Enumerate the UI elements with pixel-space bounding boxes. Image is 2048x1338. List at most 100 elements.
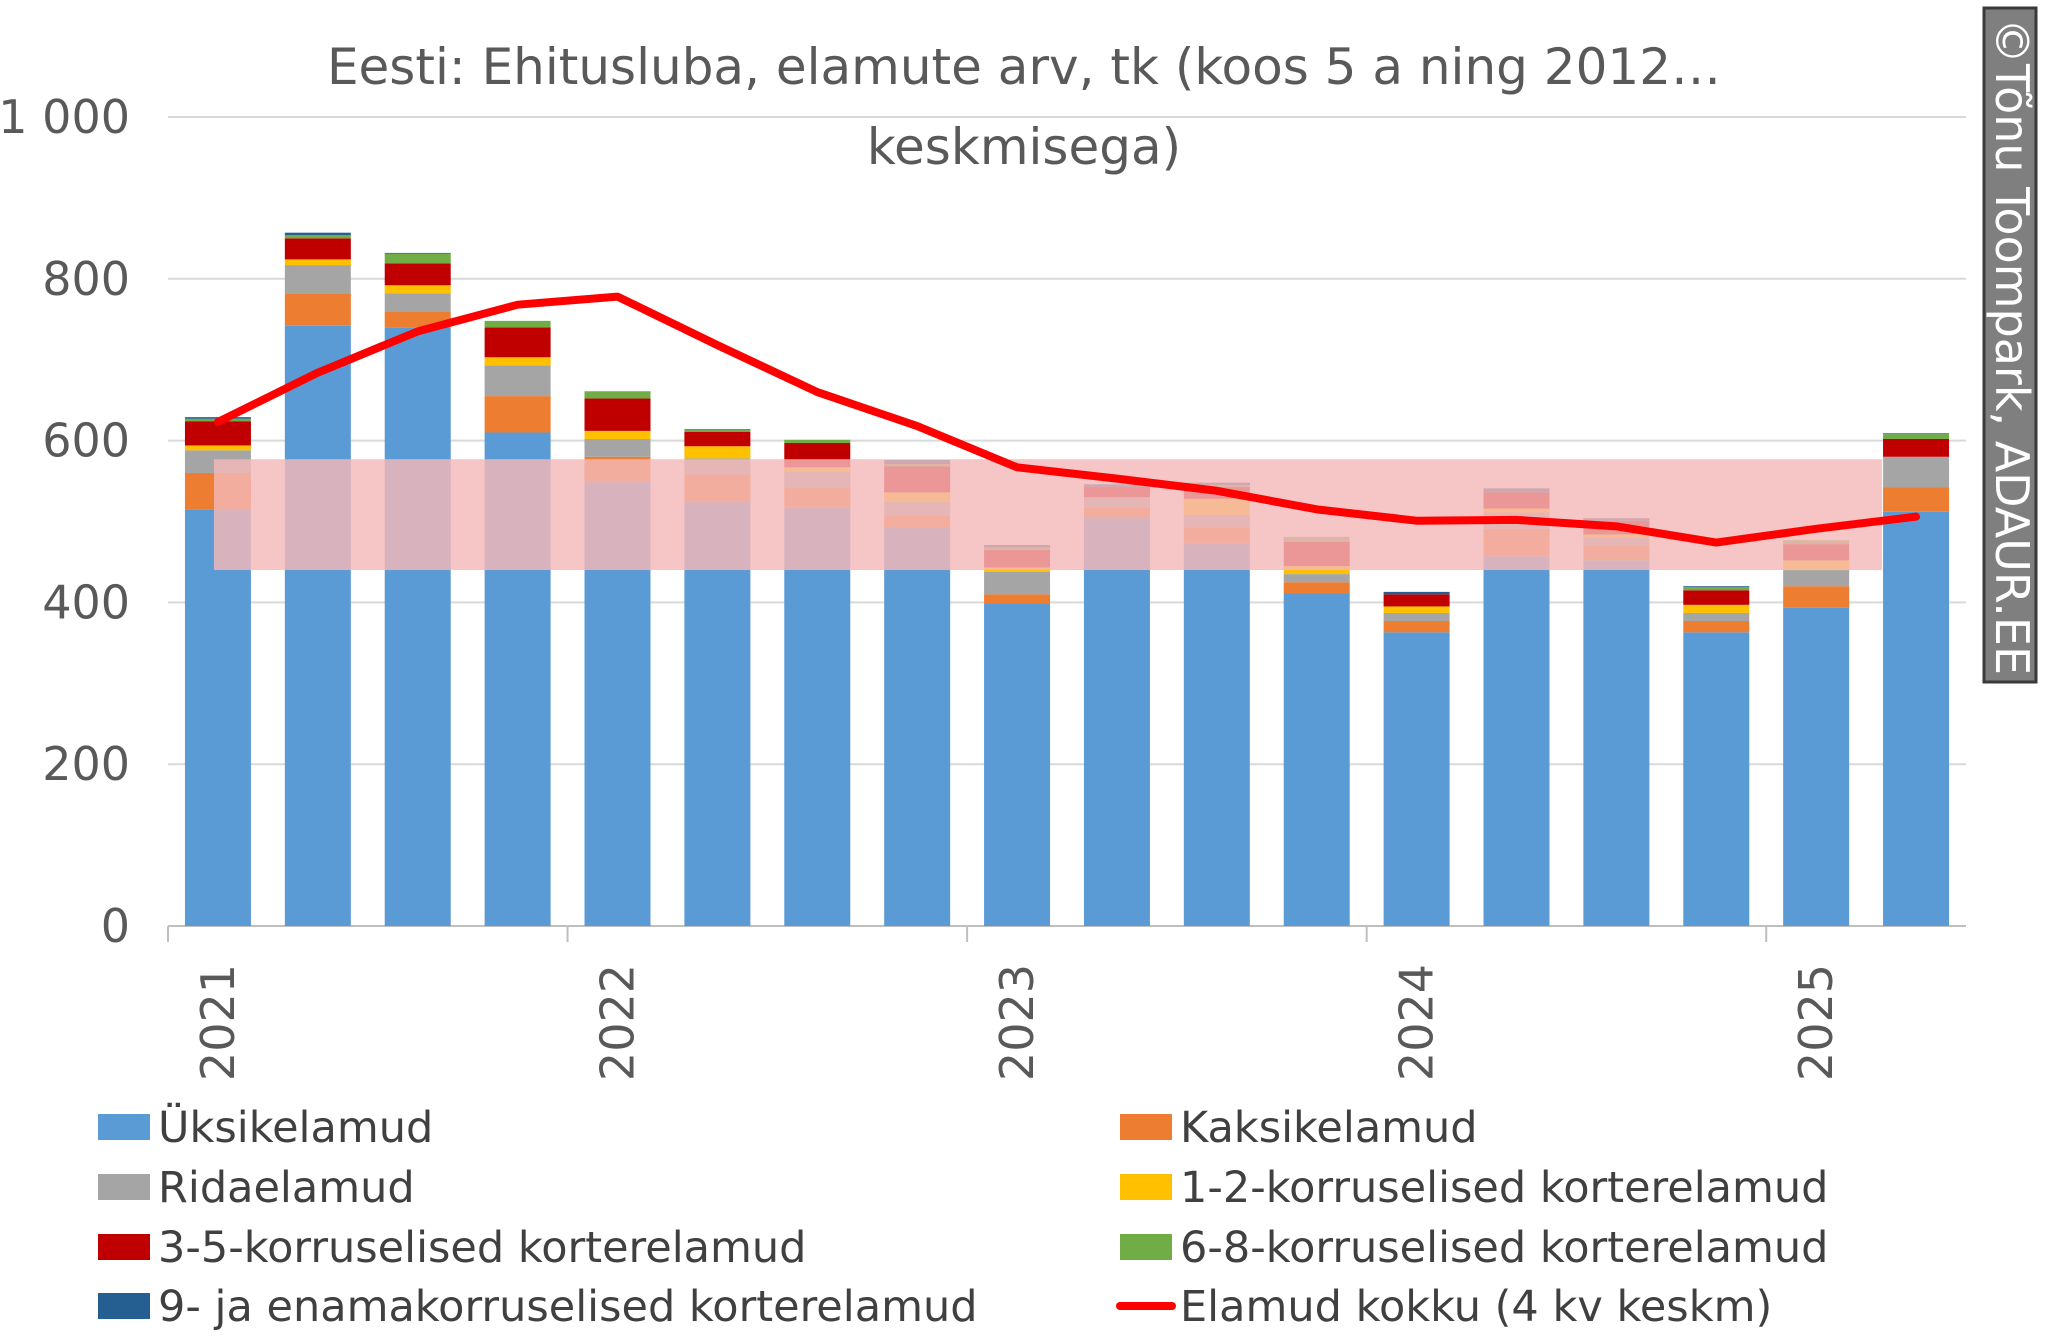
chart-title-line-2: keskmisega): [867, 118, 1181, 176]
bar-segment: [1383, 621, 1450, 633]
legend-label: 3-5-korruselised korterelamud: [158, 1223, 806, 1273]
bar-segment: [1383, 632, 1450, 926]
legend-swatch: [98, 1293, 150, 1319]
bar-segment: [284, 235, 351, 239]
bar-segment: [684, 501, 751, 926]
x-tick-label: 2021: [191, 964, 245, 1081]
bar-segment: [1683, 586, 1750, 588]
bar-segment: [284, 325, 351, 926]
bar-segment: [1483, 556, 1550, 926]
bar-segment: [1683, 632, 1750, 926]
bar-segment: [684, 429, 751, 431]
bar-segment: [1683, 590, 1750, 605]
bar-segment: [784, 439, 851, 444]
bar-segment: [484, 327, 551, 358]
bar-segment: [1883, 438, 1950, 457]
bar-segment: [284, 232, 351, 236]
legend-swatch: [1120, 1174, 1172, 1200]
x-tick-label: 2022: [591, 964, 645, 1081]
bar-segment: [1783, 570, 1850, 587]
bar-segment: [1383, 612, 1450, 622]
bar-segment: [984, 571, 1051, 595]
bar-segment: [1683, 612, 1750, 622]
bar-segment: [1083, 517, 1150, 926]
bar-segment: [884, 527, 951, 926]
bar-segment: [584, 438, 651, 457]
y-tick-label: 800: [42, 252, 130, 306]
legend-label: 1-2-korruselised korterelamud: [1180, 1163, 1828, 1213]
legend-label: Üksikelamud: [158, 1102, 433, 1153]
legend-swatch: [98, 1174, 150, 1200]
legend-label: Kaksikelamud: [1180, 1103, 1478, 1153]
y-tick-label: 0: [101, 899, 130, 953]
legend-swatch: [1120, 1114, 1172, 1140]
bar-segment: [1283, 593, 1350, 926]
bar-segment: [384, 253, 451, 264]
bar-segment: [1883, 511, 1950, 926]
bar-segment: [384, 293, 451, 312]
bar-segment: [584, 398, 651, 431]
reference-band: [213, 459, 1883, 571]
bar-segment: [1883, 434, 1950, 439]
bar-segment: [784, 507, 851, 926]
legend-label: Elamud kokku (4 kv keskm): [1180, 1282, 1772, 1332]
bar-segment: [1183, 543, 1250, 926]
bar-segment: [184, 509, 251, 926]
legend-label: Ridaelamud: [158, 1163, 415, 1213]
bar-segment: [1383, 606, 1450, 613]
legend: Üksikelamud Kaksikelamud Ridaelamud 1-2-kor…: [98, 1102, 1828, 1332]
bar-segment: [1383, 591, 1450, 595]
legend-swatch: [1120, 1234, 1172, 1260]
bar-segment: [184, 445, 251, 451]
bar-segment: [1683, 621, 1750, 633]
bar-segment: [984, 604, 1051, 926]
y-tick-label: 1 000: [0, 90, 130, 144]
range-band: [213, 459, 1883, 571]
y-tick-label: 200: [42, 737, 130, 791]
bar-segment: [284, 293, 351, 326]
bar-segment: [484, 320, 551, 328]
bar-segment: [684, 446, 751, 459]
x-tick-label: 2024: [1390, 964, 1444, 1081]
bar-segment: [1883, 487, 1950, 512]
bar-segment: [284, 259, 351, 266]
legend-swatch: [98, 1234, 150, 1260]
bar-segment: [1683, 604, 1750, 613]
y-axis-ticks: 0 200 400 600 800 1 000: [0, 90, 130, 953]
bar-segment: [1683, 587, 1750, 591]
bars: [184, 232, 1950, 927]
average-line: [213, 292, 1921, 547]
bar-segment: [1783, 607, 1850, 926]
gridlines: [168, 116, 1966, 927]
credit-text: ©Tõnu Toompark, ADAUR.EE: [1985, 18, 2039, 675]
bar-segment: [984, 594, 1051, 605]
bar-segment: [1283, 582, 1350, 594]
bar-segment: [1783, 586, 1850, 608]
legend-label: 9- ja enamakorruselised korterelamud: [158, 1282, 978, 1332]
bar-segment: [1283, 565, 1350, 575]
bar-segment: [284, 238, 351, 260]
bar-segment: [584, 391, 651, 399]
credit-watermark: ©Tõnu Toompark, ADAUR.EE: [1982, 6, 2039, 684]
bar-segment: [1383, 594, 1450, 607]
credit-box: [1982, 6, 2038, 684]
bar-segment: [584, 430, 651, 439]
bar-segment: [1883, 433, 1950, 435]
bar-segment: [284, 265, 351, 294]
bar-segment: [484, 365, 551, 397]
chart-title-line-1: Eesti: Ehitusluba, elamute arv, tk (koos…: [327, 38, 1721, 96]
bar-segment: [384, 327, 451, 927]
bar-segment: [684, 431, 751, 447]
x-axis: 2021 2022 2023 2024 2025: [167, 926, 1843, 1081]
x-tick-label: 2023: [990, 964, 1044, 1081]
bar-segment: [684, 430, 751, 432]
x-tick-label: 2025: [1789, 964, 1843, 1081]
bar-segment: [484, 396, 551, 433]
y-tick-label: 600: [42, 414, 130, 468]
bar-segment: [484, 357, 551, 366]
bar-segment: [1883, 456, 1950, 488]
bar-segment: [384, 263, 451, 286]
y-tick-label: 400: [42, 575, 130, 629]
bar-segment: [1283, 574, 1350, 583]
